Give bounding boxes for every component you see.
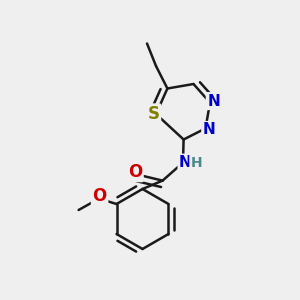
Text: O: O [128,163,142,181]
Text: O: O [92,187,107,205]
Text: N: N [179,155,192,170]
Text: N: N [203,122,215,137]
Text: N: N [207,94,220,109]
Text: H: H [191,156,202,170]
Text: S: S [148,105,160,123]
